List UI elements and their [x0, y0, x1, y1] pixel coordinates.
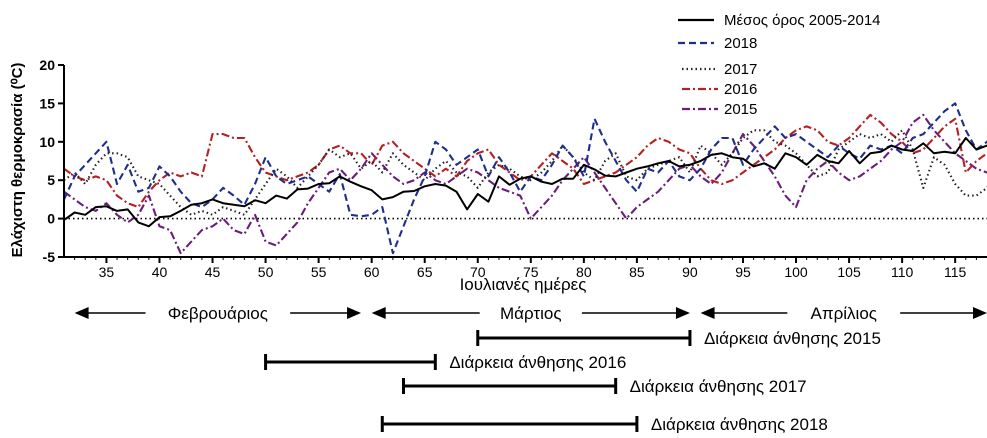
x-tick-label: 105 — [837, 264, 861, 280]
x-tick-label: 70 — [470, 264, 486, 280]
y-tick-label: -5 — [43, 249, 56, 265]
series-line-1 — [63, 102, 987, 255]
legend-label: 2015 — [724, 101, 757, 118]
y-tick-label: 0 — [47, 211, 55, 227]
month-label: Απρίλιος — [811, 304, 877, 323]
month-arrowhead-left — [74, 307, 89, 319]
flowering-label: Διάρκεια άνθησης 2016 — [449, 353, 626, 372]
month-arrowhead-left — [700, 307, 715, 319]
legend-label: Μέσος όρος 2005-2014 — [724, 12, 881, 29]
x-tick-label: 55 — [311, 264, 327, 280]
axes-layer: -5 0 5 10 15 20 35 40 45 50 55 60 65 70 75 80 85 90 95 100 1… — [39, 57, 987, 280]
x-tick-label: 115 — [944, 264, 967, 280]
month-label: Φεβρουάριος — [168, 304, 268, 323]
legend-label: 2017 — [724, 61, 757, 78]
series-layer — [63, 102, 987, 255]
flowering-periods: Διάρκεια άνθησης 2015 Διάρκεια άνθησης 20… — [264, 329, 881, 434]
x-tick-label: 90 — [682, 264, 698, 280]
legend-label: 2016 — [724, 81, 757, 98]
month-label: Μάρτιος — [500, 304, 562, 323]
series-line-3 — [63, 113, 987, 209]
month-arrows: Φεβρουάριος Μάρτιος Απρίλιος — [74, 304, 987, 323]
x-tick-label: 95 — [735, 264, 751, 280]
y-axis-title: Ελάχιστη θερμοκρασία (⁰C) — [9, 63, 26, 258]
y-tick-label: 20 — [39, 57, 55, 73]
flowering-label: Διάρκεια άνθησης 2017 — [630, 377, 807, 396]
y-tick-label: 10 — [39, 134, 55, 150]
month-arrowhead-right — [347, 307, 362, 319]
x-tick-label: 50 — [258, 264, 274, 280]
x-tick-label: 80 — [576, 264, 592, 280]
series-line-4 — [63, 113, 987, 255]
series-line-2 — [63, 129, 987, 216]
y-tick-label: 5 — [47, 172, 55, 188]
y-tick-label: 15 — [39, 95, 55, 111]
legend-label: 2018 — [724, 35, 757, 52]
series-line-0 — [63, 137, 987, 228]
x-tick-label: 40 — [152, 264, 168, 280]
x-tick-label: 45 — [205, 264, 221, 280]
x-tick-label: 75 — [523, 264, 539, 280]
x-tick-label: 65 — [417, 264, 433, 280]
x-tick-label: 110 — [891, 264, 914, 280]
month-arrowhead-left — [371, 307, 386, 319]
x-tick-label: 85 — [629, 264, 645, 280]
month-arrowhead-right — [973, 307, 987, 319]
x-tick-label: 100 — [784, 264, 808, 280]
flowering-label: Διάρκεια άνθησης 2018 — [651, 415, 828, 433]
x-tick-label: 35 — [99, 264, 115, 280]
x-axis-title: Ιουλιανές ημέρες — [460, 275, 587, 294]
month-arrowhead-right — [675, 307, 690, 319]
flowering-label: Διάρκεια άνθησης 2015 — [704, 329, 881, 348]
x-tick-label: 60 — [364, 264, 380, 280]
legend: Μέσος όρος 2005-2014 2018 2017 2016 2015 — [678, 12, 881, 118]
